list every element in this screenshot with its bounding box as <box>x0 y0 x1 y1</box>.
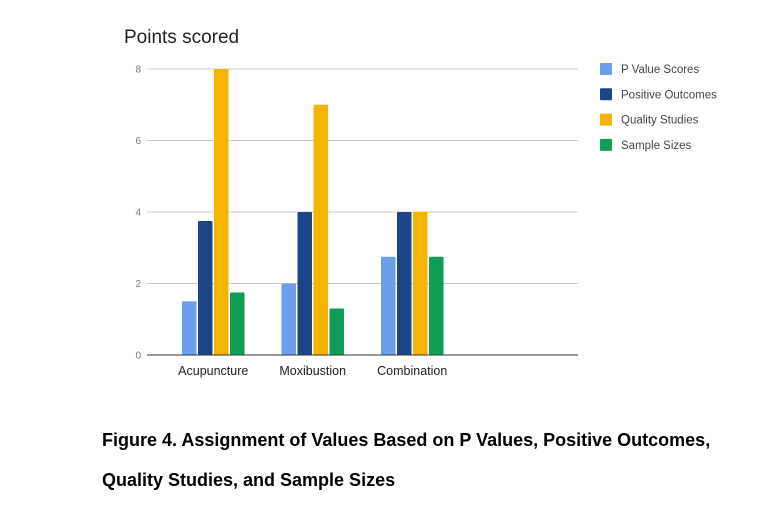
y-axis-ticks: 0 2 4 6 8 <box>135 65 141 362</box>
legend-swatch <box>600 88 612 101</box>
legend-swatch <box>600 138 612 151</box>
legend-swatch <box>600 63 612 75</box>
y-tick-label: 8 <box>135 65 141 76</box>
y-tick-label: 0 <box>135 351 141 362</box>
x-tick-label: Acupuncture <box>178 364 248 378</box>
bar-acupuncture-sample-sizes <box>230 292 245 355</box>
bar-moxibustion-positive-outcomes <box>297 212 312 355</box>
bar-moxibustion-sample-sizes <box>329 308 344 355</box>
legend-label: Positive Outcomes <box>621 89 717 101</box>
bar-moxibustion-p-value-scores <box>281 283 296 355</box>
y-tick-label: 4 <box>135 208 141 219</box>
bar-acupuncture-positive-outcomes <box>198 220 213 355</box>
bar-chart: Points scored 0 2 4 6 8 Acupuncture Moxibusti… <box>124 27 717 378</box>
y-tick-label: 2 <box>135 279 141 290</box>
legend-label: Sample Sizes <box>621 140 692 152</box>
legend: P Value Scores Positive Outcomes Quality S… <box>600 63 717 152</box>
y-tick-label: 6 <box>135 136 141 147</box>
chart-title: Points scored <box>124 27 239 48</box>
bar-acupuncture-p-value-scores <box>182 301 197 355</box>
legend-swatch <box>600 113 612 126</box>
bar-acupuncture-quality-studies <box>214 69 229 355</box>
bar-moxibustion-quality-studies <box>313 104 328 355</box>
bar-combination-p-value-scores <box>381 256 396 355</box>
x-tick-label: Combination <box>377 364 447 378</box>
bar-combination-quality-studies <box>413 212 428 355</box>
x-axis-labels: Acupuncture Moxibustion Combination <box>178 364 447 378</box>
bar-combination-sample-sizes <box>429 256 444 355</box>
legend-label: P Value Scores <box>621 64 699 76</box>
figure-caption: Figure 4. Assignment of Values Based on … <box>102 430 711 490</box>
x-tick-label: Moxibustion <box>279 364 346 378</box>
bar-combination-positive-outcomes <box>397 212 412 355</box>
legend-label: Quality Studies <box>621 115 699 127</box>
bars <box>182 69 444 355</box>
